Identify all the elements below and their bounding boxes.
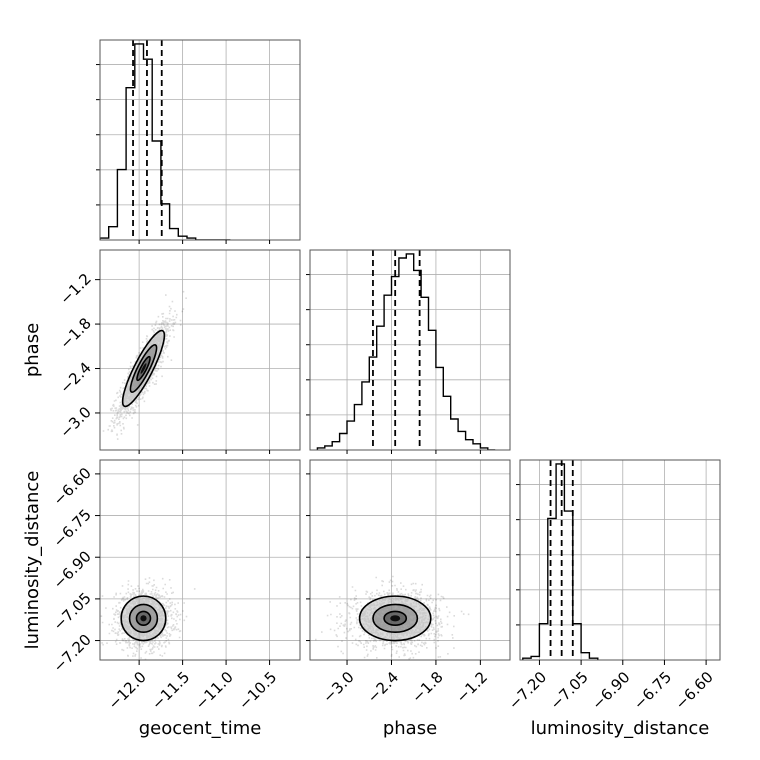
ytick-label-phase-0: −3.0: [56, 403, 94, 441]
ytick-label-phase-1: −2.4: [56, 359, 94, 397]
ytick-label-phase-2: −1.8: [56, 314, 94, 352]
density-fill-3: [140, 615, 147, 622]
xtick-label-luminosity_distance-4: −6.60: [672, 668, 717, 713]
xtick-label-geocent_time-3: −10.5: [235, 668, 280, 713]
ytick-label-phase-3: −1.2: [56, 270, 94, 308]
x-axis-label-phase: phase: [383, 718, 437, 739]
xtick-label-phase-2: −1.8: [408, 668, 446, 706]
x-axis-label-luminosity_distance: luminosity_distance: [531, 718, 710, 739]
contour-line-1: [128, 603, 159, 634]
xtick-label-luminosity_distance-2: −6.90: [588, 668, 633, 713]
xtick-label-phase-0: −3.0: [319, 668, 357, 706]
hist-luminosity_distance-frame: [519, 459, 721, 661]
density-geocent_time-phase-frame: [99, 249, 301, 451]
ytick-label-luminosity_distance-3: −6.75: [50, 506, 95, 551]
density-panel-phase-luminosity_distance: [310, 460, 510, 660]
ytick-label-luminosity_distance-0: −7.20: [50, 631, 95, 676]
x-axis-label-geocent_time: geocent_time: [139, 718, 262, 739]
contour-line-2: [358, 595, 432, 642]
xtick-label-luminosity_distance-0: −7.20: [505, 668, 550, 713]
y-axis-label-luminosity_distance: luminosity_distance: [22, 471, 43, 650]
xtick-label-luminosity_distance-3: −6.75: [630, 668, 675, 713]
hist-geocent_time-frame: [99, 39, 301, 241]
hist-panel-geocent_time: [96, 40, 300, 240]
contour-line-2: [120, 595, 167, 642]
xtick-label-luminosity_distance-1: −7.05: [547, 668, 592, 713]
hist-panel-phase: [306, 250, 510, 450]
contour-line-0: [135, 610, 152, 627]
contour-line-0: [136, 355, 151, 382]
density-geocent_time-luminosity_distance-frame: [99, 459, 301, 661]
xtick-label-phase-1: −2.4: [364, 668, 402, 706]
contour-line-1: [129, 344, 158, 393]
density-phase-luminosity_distance-frame: [309, 459, 511, 661]
xtick-label-geocent_time-0: −12.0: [105, 668, 150, 713]
contour-line-0: [383, 610, 408, 627]
ytick-label-luminosity_distance-2: −6.90: [50, 547, 95, 592]
density-panel-geocent_time-phase: [100, 250, 300, 450]
xtick-label-phase-3: −1.2: [453, 668, 491, 706]
ytick-label-luminosity_distance-1: −7.05: [50, 589, 95, 634]
density-fill-3: [140, 363, 147, 374]
y-axis-label-phase: phase: [22, 323, 43, 377]
density-panel-geocent_time-luminosity_distance: [100, 460, 300, 660]
hist-panel-luminosity_distance: [516, 460, 720, 660]
contour-line-1: [372, 603, 419, 634]
contour-line-2: [121, 329, 166, 408]
histogram-phase: [316, 253, 496, 450]
histogram-luminosity_distance: [522, 463, 599, 660]
xtick-label-geocent_time-1: −11.5: [148, 668, 193, 713]
ytick-label-luminosity_distance-4: −6.60: [50, 464, 95, 509]
xtick-label-geocent_time-2: −11.0: [192, 668, 237, 713]
density-fill-3: [390, 615, 401, 622]
hist-phase-frame: [309, 249, 511, 451]
histogram-geocent_time: [100, 43, 231, 240]
